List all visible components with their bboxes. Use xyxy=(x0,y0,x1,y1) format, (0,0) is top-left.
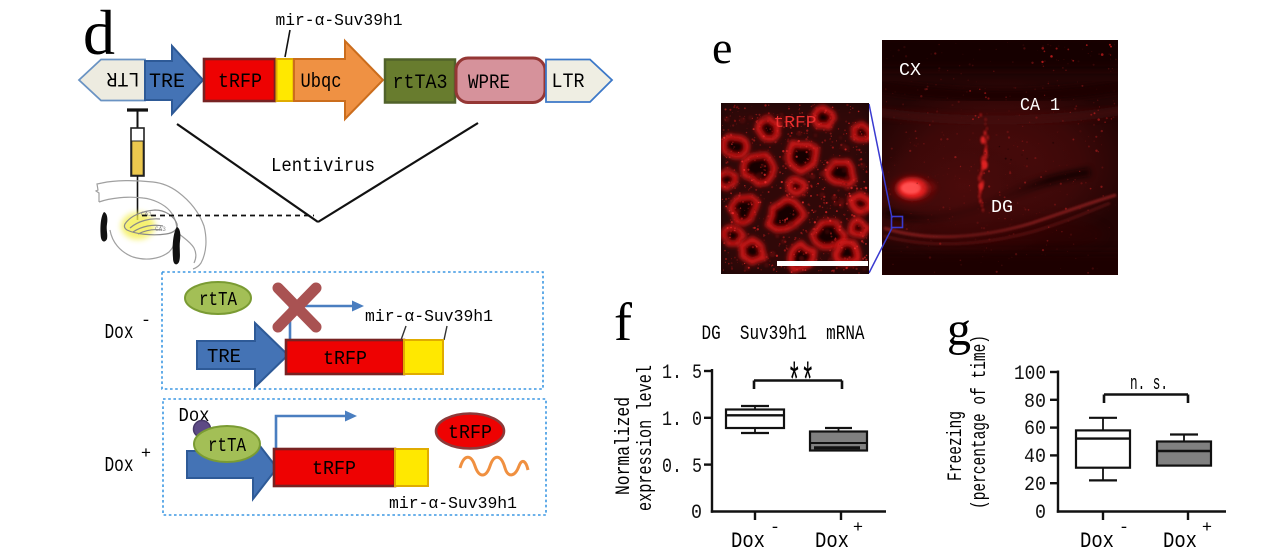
svg-text:TRE: TRE xyxy=(149,71,185,94)
svg-text:CA 1: CA 1 xyxy=(1020,96,1060,116)
svg-text:rtTA: rtTA xyxy=(199,289,237,311)
svg-text:0: 0 xyxy=(1035,502,1046,525)
svg-text:DG Suv39h1 mRNA: DG Suv39h1 mRNA xyxy=(702,323,865,346)
svg-text:mir-α-Suv39h1: mir-α-Suv39h1 xyxy=(389,495,517,514)
svg-text:e: e xyxy=(712,22,732,73)
svg-text:LTR: LTR xyxy=(107,66,140,89)
svg-text:40: 40 xyxy=(1024,446,1046,469)
svg-text:Normalized: Normalized xyxy=(613,397,636,495)
svg-text:LTR: LTR xyxy=(552,71,585,94)
svg-text:+: + xyxy=(853,519,863,538)
svg-text:Dox: Dox xyxy=(815,529,849,554)
svg-text:mir-α-Suv39h1: mir-α-Suv39h1 xyxy=(365,308,493,327)
svg-text:Dox: Dox xyxy=(105,322,134,345)
svg-text:tRFP: tRFP xyxy=(448,422,492,444)
svg-text:tRFP: tRFP xyxy=(312,458,356,480)
svg-text:tRFP: tRFP xyxy=(218,71,262,94)
svg-text:0. 5: 0. 5 xyxy=(662,456,702,479)
svg-text:100: 100 xyxy=(1014,363,1046,386)
svg-text:+: + xyxy=(141,445,151,464)
svg-text:**: ** xyxy=(788,356,815,412)
svg-text:+: + xyxy=(1202,519,1212,538)
svg-text:Dox: Dox xyxy=(105,455,134,478)
svg-text:80: 80 xyxy=(1024,391,1046,414)
svg-text:TRE: TRE xyxy=(207,346,241,368)
svg-text:0: 0 xyxy=(691,502,702,525)
svg-text:tRFP: tRFP xyxy=(323,348,367,370)
svg-text:n. s.: n. s. xyxy=(1130,373,1168,396)
svg-text:rtTA: rtTA xyxy=(208,435,246,457)
svg-text:-: - xyxy=(141,312,151,331)
svg-text:expression level: expression level xyxy=(635,365,658,511)
svg-text:CX: CX xyxy=(899,61,921,81)
svg-text:Lentivirus: Lentivirus xyxy=(271,155,375,177)
svg-text:mir-α-Suv39h1: mir-α-Suv39h1 xyxy=(276,12,403,31)
svg-text:-: - xyxy=(1119,519,1129,538)
svg-text:f: f xyxy=(614,292,632,352)
svg-text:DG: DG xyxy=(991,198,1013,218)
svg-text:-: - xyxy=(770,519,780,538)
svg-text:Dox: Dox xyxy=(731,529,765,554)
svg-text:60: 60 xyxy=(1024,418,1046,441)
svg-text:tRFP: tRFP xyxy=(774,114,817,133)
svg-text:d: d xyxy=(83,0,115,68)
svg-text:rtTA3: rtTA3 xyxy=(393,72,448,95)
svg-text:Ubqc: Ubqc xyxy=(301,71,342,94)
svg-text:CA3: CA3 xyxy=(155,226,166,233)
svg-text:1. 0: 1. 0 xyxy=(662,409,702,432)
svg-text:g: g xyxy=(947,303,971,356)
svg-text:20: 20 xyxy=(1024,474,1046,497)
svg-text:WPRE: WPRE xyxy=(468,72,510,95)
svg-text:1. 5: 1. 5 xyxy=(662,362,702,385)
svg-text:Freezing: Freezing xyxy=(945,411,968,481)
svg-text:CA1: CA1 xyxy=(141,211,152,218)
svg-text:Dox: Dox xyxy=(1080,529,1114,554)
svg-text:Dox: Dox xyxy=(1163,529,1197,554)
svg-text:(percentage of time): (percentage of time) xyxy=(969,335,992,509)
